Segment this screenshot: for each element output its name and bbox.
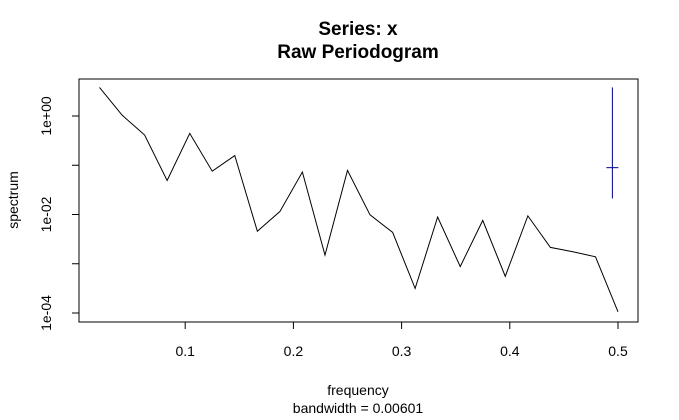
y-tick-label-2: 1e-02 <box>38 196 54 232</box>
chart-subtitle: Raw Periodogram <box>277 42 439 63</box>
x-axis-sublabel: bandwidth = 0.00601 <box>293 400 424 416</box>
x-tick-label-3: 0.4 <box>500 343 520 359</box>
x-tick-label-0: 0.1 <box>175 343 195 359</box>
chart-title: Series: x <box>318 19 398 40</box>
series-line <box>99 87 619 313</box>
y-tick-label-0: 1e+00 <box>38 96 54 136</box>
x-axis-label: frequency <box>327 382 388 398</box>
x-axis: 0.1 0.2 0.3 0.4 0.5 <box>175 322 628 359</box>
y-axis: 1e+00 1e-02 1e-04 <box>38 96 79 331</box>
x-tick-label-4: 0.5 <box>608 343 628 359</box>
bandwidth-error-bar <box>606 87 619 199</box>
y-axis-label: spectrum <box>5 171 21 229</box>
x-tick-label-1: 0.2 <box>284 343 304 359</box>
x-tick-label-2: 0.3 <box>392 343 412 359</box>
plot-frame <box>78 78 639 323</box>
y-tick-label-4: 1e-04 <box>38 295 54 331</box>
